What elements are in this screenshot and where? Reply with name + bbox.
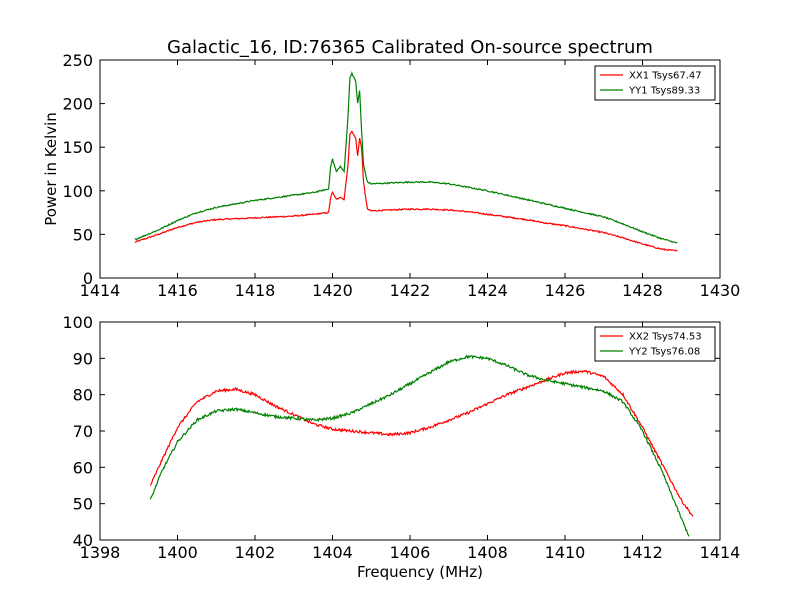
legend: XX2 Tsys74.53 YY2 Tsys76.08	[594, 326, 716, 362]
x-tick-label: 1410	[545, 543, 586, 562]
x-tick-label: 1424	[467, 281, 508, 300]
series-group	[149, 354, 694, 537]
y-tick-label: 50	[73, 495, 93, 514]
x-tick-label: 1408	[467, 543, 508, 562]
x-tick-label: 1398	[80, 543, 121, 562]
x-tick-label: 1428	[622, 281, 663, 300]
series-line-xx1	[134, 130, 678, 252]
y-tick-label: 90	[73, 349, 93, 368]
y-tick-label: 200	[62, 95, 93, 114]
figure-title: Galactic_16, ID:76365 Calibrated On-sour…	[167, 37, 653, 58]
y-tick-label: 70	[73, 422, 93, 441]
y-tick-label: 80	[73, 386, 93, 405]
x-tick-label: 1400	[157, 543, 198, 562]
y-axis-label: Power in Kelvin	[42, 112, 60, 226]
y-tick-label: 50	[73, 225, 93, 244]
series-line-yy2	[149, 354, 690, 537]
x-tick-label: 1414	[700, 543, 741, 562]
y-tick-label: 100	[62, 313, 93, 332]
x-tick-label: 1412	[622, 543, 663, 562]
x-tick-label: 1416	[157, 281, 198, 300]
legend-label: YY1 Tsys89.33	[628, 86, 700, 97]
legend-label: XX1 Tsys67.47	[629, 71, 702, 82]
legend: XX1 Tsys67.47 YY1 Tsys89.33	[594, 65, 716, 101]
x-tick-label: 1420	[312, 281, 353, 300]
x-tick-label: 1418	[235, 281, 276, 300]
y-tick-label: 100	[62, 182, 93, 201]
x-tick-label: 1404	[312, 543, 353, 562]
y-tick-label: 250	[62, 51, 93, 70]
x-tick-label: 1422	[390, 281, 431, 300]
plot-1: 1414 1416 1418 1420 1422 1424 1426 1428 1430 0 50 1…	[42, 51, 740, 300]
plots: 1414 1416 1418 1420 1422 1424 1426 1428 14300501…	[42, 51, 740, 581]
legend-box	[594, 65, 716, 101]
legend-label: YY2 Tsys76.08	[628, 347, 700, 358]
y-tick-label: 60	[73, 458, 93, 477]
y-tick-label: 0	[83, 269, 93, 288]
x-tick-label: 1406	[390, 543, 431, 562]
x-axis-label: Frequency (MHz)	[357, 563, 483, 581]
y-tick-label: 150	[62, 138, 93, 157]
x-tick-label: 1402	[235, 543, 276, 562]
plot-2: 1398 1400 1402 1404 1406 1408 1410 1412 1414 40 50…	[62, 313, 740, 581]
legend-box	[594, 326, 716, 362]
y-tick-label: 40	[73, 531, 93, 550]
x-tick-label: 1426	[545, 281, 586, 300]
legend-label: XX2 Tsys74.53	[629, 332, 702, 343]
x-tick-label: 1430	[700, 281, 741, 300]
series-group	[134, 70, 678, 252]
x-tick-label: 1414	[80, 281, 121, 300]
series-line-yy1	[134, 70, 678, 244]
series-line-xx2	[149, 369, 694, 517]
